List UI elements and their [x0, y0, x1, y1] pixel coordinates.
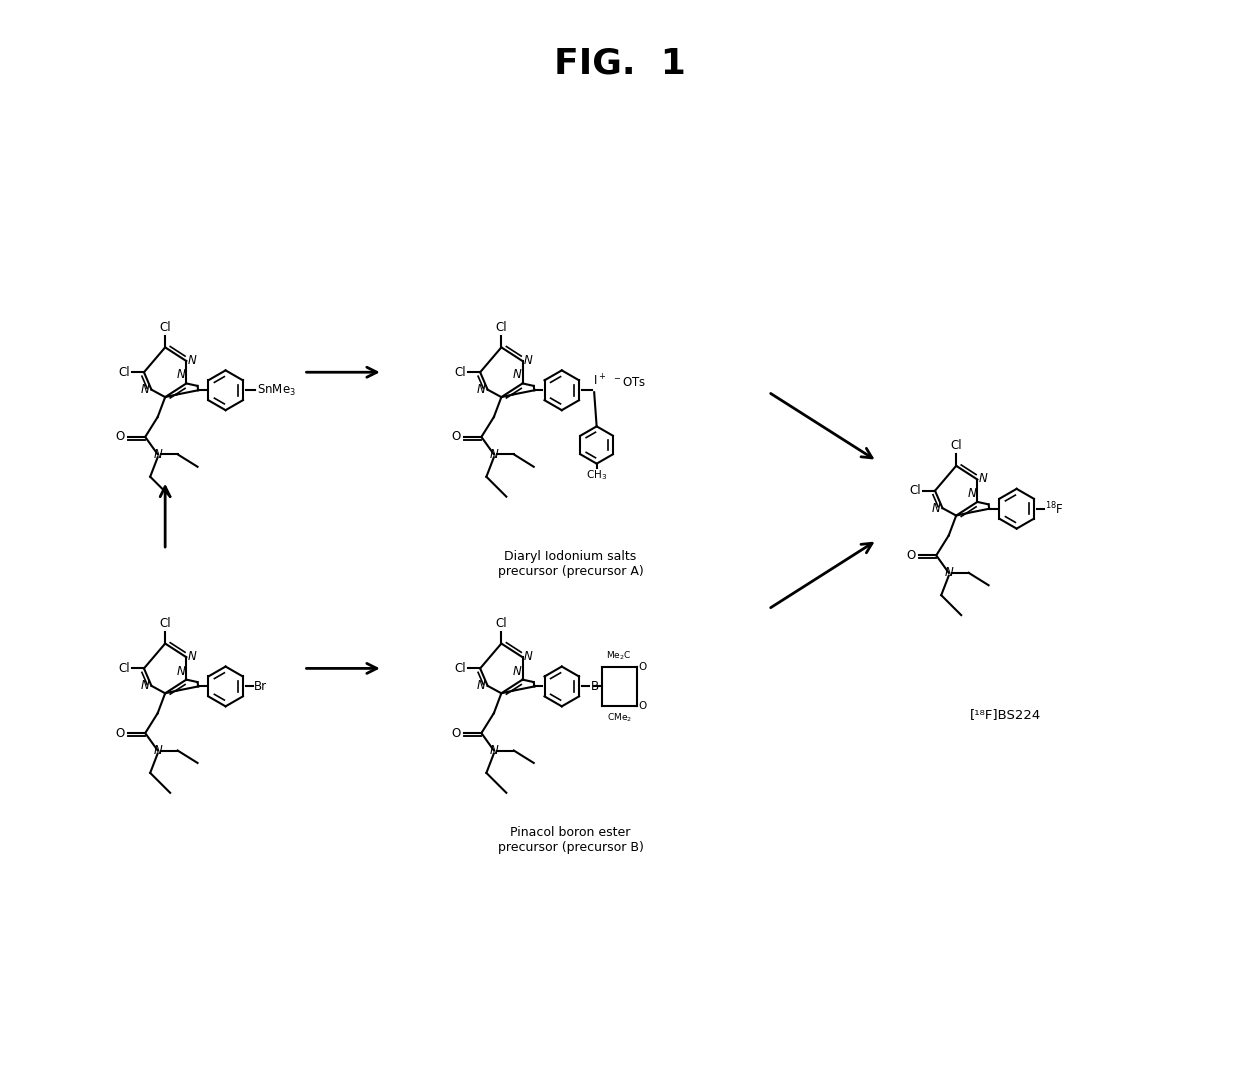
Text: [¹⁸F]BS224: [¹⁸F]BS224 — [970, 707, 1042, 720]
Text: N: N — [931, 501, 940, 514]
Text: N: N — [187, 650, 196, 663]
Text: Cl: Cl — [455, 662, 466, 675]
Text: N: N — [187, 353, 196, 366]
Text: N: N — [176, 665, 185, 678]
Text: N: N — [140, 679, 150, 692]
Text: FIG.  1: FIG. 1 — [554, 47, 686, 81]
Text: N: N — [523, 353, 532, 366]
Text: N: N — [490, 744, 498, 758]
Text: N: N — [140, 384, 150, 396]
Text: Pinacol boron ester
precursor (precursor B): Pinacol boron ester precursor (precursor… — [497, 826, 644, 855]
Text: O: O — [639, 701, 647, 712]
Text: B: B — [590, 680, 599, 693]
Text: N: N — [490, 448, 498, 461]
Text: O: O — [115, 727, 125, 740]
Text: Cl: Cl — [119, 662, 130, 675]
Text: N: N — [967, 487, 976, 500]
Text: O: O — [639, 662, 647, 671]
Text: $^-$OTs: $^-$OTs — [611, 376, 646, 389]
Text: N: N — [945, 567, 954, 579]
Text: Cl: Cl — [496, 617, 507, 630]
Text: Cl: Cl — [950, 439, 962, 452]
Text: Cl: Cl — [159, 320, 171, 334]
Text: Cl: Cl — [159, 617, 171, 630]
Text: N: N — [154, 448, 162, 461]
Text: Diaryl Iodonium salts
precursor (precursor A): Diaryl Iodonium salts precursor (precurs… — [497, 550, 644, 578]
Text: $^{18}$F: $^{18}$F — [1045, 500, 1064, 517]
Text: Cl: Cl — [119, 366, 130, 378]
Text: CH$_3$: CH$_3$ — [587, 469, 608, 483]
Text: O: O — [451, 431, 461, 444]
Text: CMe$_2$: CMe$_2$ — [606, 712, 631, 724]
Text: Me$_2$C: Me$_2$C — [606, 650, 632, 662]
Text: Cl: Cl — [910, 484, 921, 497]
Text: O: O — [115, 431, 125, 444]
Text: O: O — [451, 727, 461, 740]
Text: SnMe$_3$: SnMe$_3$ — [257, 383, 295, 398]
Text: N: N — [176, 368, 185, 381]
Text: Br: Br — [254, 680, 268, 693]
Text: Cl: Cl — [496, 320, 507, 334]
Text: N: N — [477, 679, 486, 692]
Text: N: N — [523, 650, 532, 663]
Text: Cl: Cl — [455, 366, 466, 378]
Text: N: N — [513, 665, 522, 678]
Text: O: O — [906, 549, 916, 561]
Text: N: N — [477, 384, 486, 396]
Text: N: N — [978, 472, 987, 485]
Text: I$^+$: I$^+$ — [593, 374, 606, 389]
Text: N: N — [513, 368, 522, 381]
Text: N: N — [154, 744, 162, 758]
